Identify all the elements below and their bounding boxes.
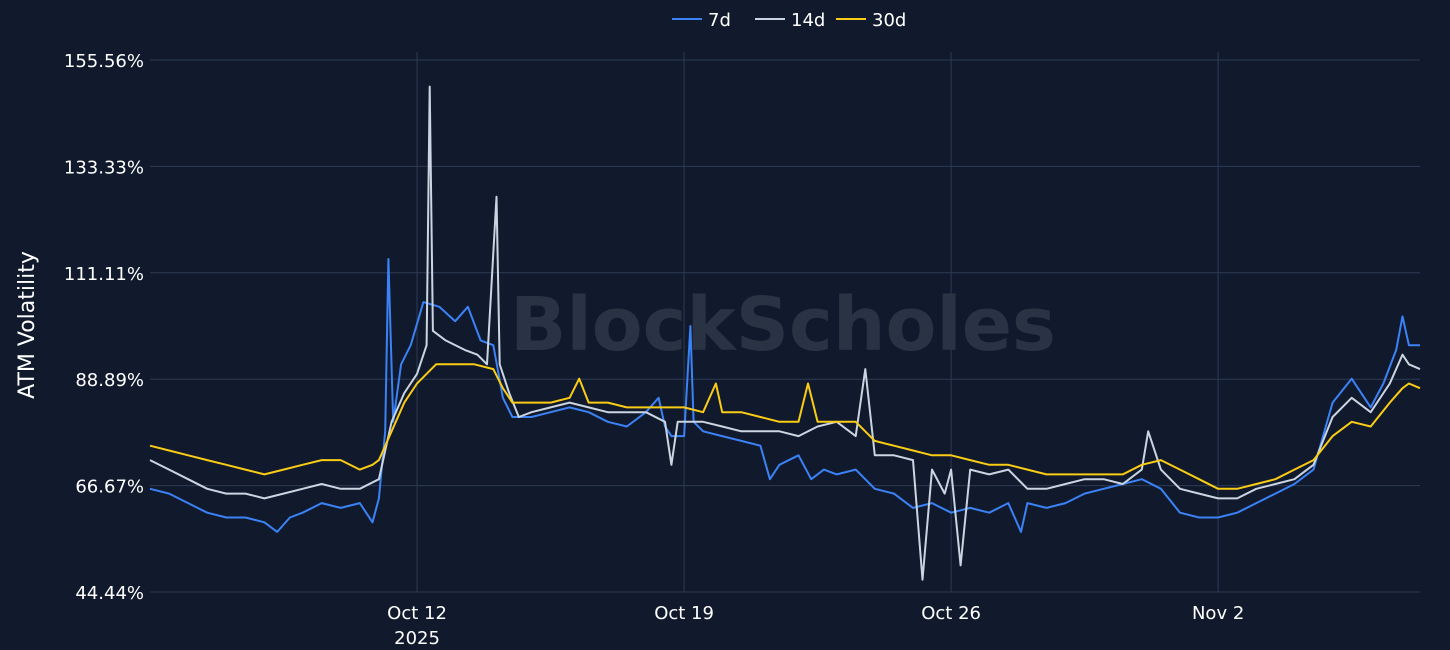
legend-item-14d[interactable]: 14d — [755, 10, 825, 31]
x-tick-label: Nov 2 — [1192, 603, 1244, 624]
watermark-logo: BlockScholes — [510, 282, 1056, 368]
y-tick-label: 133.33% — [64, 157, 144, 178]
y-tick-label: 155.56% — [64, 51, 144, 72]
x-tick-label: Oct 26 — [921, 603, 981, 624]
legend-item-30d[interactable]: 30d — [836, 10, 906, 31]
y-axis-ticks: 155.56% 133.33% 111.11% 88.89% 66.67% 44.44% — [64, 51, 144, 604]
grid-layer — [150, 52, 1420, 593]
series-layer — [149, 85, 1421, 581]
y-tick-label: 111.11% — [64, 264, 144, 285]
legend[interactable]: 7d 14d 30d — [672, 10, 906, 31]
x-tick-label: Oct 12 — [387, 603, 447, 624]
legend-label: 30d — [872, 10, 906, 31]
series-line-14d — [149, 85, 1421, 581]
x-axis-ticks: Oct 12 2025 Oct 19 Oct 26 Nov 2 — [387, 603, 1244, 649]
legend-item-7d[interactable]: 7d — [672, 10, 731, 31]
y-axis-title: ATM Volatility — [15, 251, 40, 399]
x-tick-sublabel: 2025 — [394, 628, 440, 649]
y-tick-label: 88.89% — [75, 370, 144, 391]
series-line-30d — [149, 363, 1421, 490]
y-tick-label: 66.67% — [75, 477, 144, 498]
legend-label: 7d — [708, 10, 731, 31]
y-tick-label: 44.44% — [75, 583, 144, 604]
series-line-7d — [149, 258, 1420, 533]
x-tick-label: Oct 19 — [654, 603, 714, 624]
legend-label: 14d — [791, 10, 825, 31]
